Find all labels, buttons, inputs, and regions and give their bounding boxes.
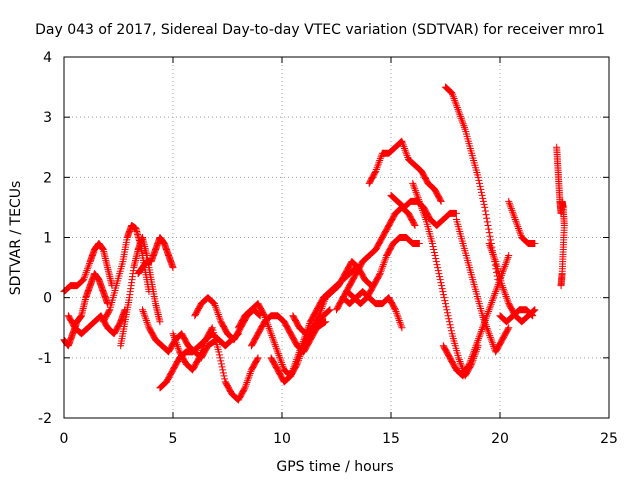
series-track-r <box>365 137 445 205</box>
data-point <box>134 234 177 278</box>
axis-ticks: 0 5 10 15 20 25 -2 -1 0 1 2 3 4 <box>38 50 618 447</box>
chart-title: Day 043 of 2017, Sidereal Day-to-day VTE… <box>35 22 605 38</box>
x-tick-label: 20 <box>491 431 509 447</box>
data-point <box>339 288 406 332</box>
y-tick-label: 0 <box>43 291 52 307</box>
y-axis-label: SDTVAR / TECUs <box>8 181 24 296</box>
data-point <box>505 197 539 248</box>
y-tick-label: -1 <box>38 351 52 367</box>
y-tick-label: 2 <box>43 170 52 186</box>
data-point <box>60 270 112 350</box>
grid-lines <box>64 57 609 418</box>
data-point <box>496 306 537 326</box>
series-track-y <box>505 197 539 248</box>
data-point <box>289 258 375 338</box>
x-tick-label: 0 <box>60 431 69 447</box>
x-axis-label: GPS time / hours <box>276 459 393 475</box>
data-point <box>365 137 445 205</box>
series-track-z <box>496 306 537 326</box>
series-track-l <box>247 306 334 356</box>
series-track-a <box>60 270 112 350</box>
series-track-f <box>134 234 177 278</box>
data-point <box>191 294 264 344</box>
y-tick-label: 1 <box>43 231 52 247</box>
series-track-j <box>191 294 264 344</box>
data-point <box>553 143 568 290</box>
series-track-e <box>117 234 164 350</box>
series-track-u <box>439 252 513 380</box>
x-tick-label: 5 <box>169 431 178 447</box>
series-track-c <box>64 306 129 338</box>
data-point <box>169 324 262 404</box>
data-point <box>64 306 129 338</box>
data-markers <box>60 83 568 404</box>
series-track-q <box>339 288 406 332</box>
series-track-n <box>289 258 375 338</box>
data-point <box>439 252 513 380</box>
y-tick-label: 3 <box>43 110 52 126</box>
x-tick-label: 15 <box>382 431 400 447</box>
data-point <box>247 306 334 356</box>
data-point <box>333 203 419 314</box>
y-tick-label: -2 <box>38 411 52 427</box>
x-tick-label: 10 <box>273 431 291 447</box>
series-track-aa <box>553 143 568 290</box>
series-track-i <box>169 324 262 404</box>
series-track-w <box>452 215 513 356</box>
y-tick-label: 4 <box>43 50 52 66</box>
data-point <box>452 215 513 356</box>
series-track-o <box>333 203 419 314</box>
x-tick-label: 25 <box>600 431 618 447</box>
data-point <box>117 234 164 350</box>
